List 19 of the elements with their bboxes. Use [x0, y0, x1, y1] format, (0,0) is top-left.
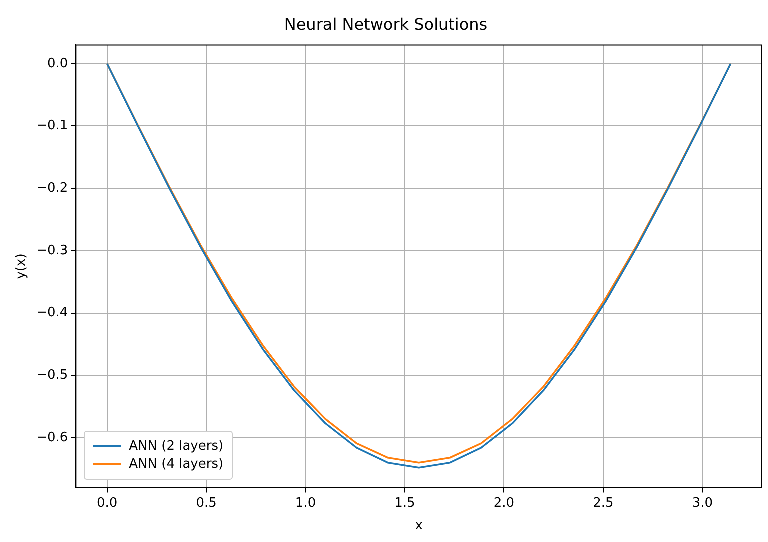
y-tick-label: −0.5	[36, 368, 68, 383]
x-tick-label: 1.5	[394, 496, 416, 511]
y-tick-label: −0.2	[36, 180, 68, 196]
chart-title: Neural Network Solutions	[284, 14, 488, 34]
legend-label: ANN (2 layers)	[129, 438, 224, 454]
x-axis-title: x	[415, 518, 424, 534]
y-tick-label: −0.1	[36, 118, 68, 134]
y-tick-label: −0.3	[36, 243, 68, 258]
x-tick-label: 2.0	[494, 496, 515, 511]
x-tick-label: 1.0	[295, 496, 316, 511]
y-tick-label: −0.6	[36, 430, 68, 446]
legend-label: ANN (4 layers)	[129, 456, 224, 472]
y-tick-label: 0.0	[47, 56, 68, 72]
x-tick-label: 3.0	[692, 496, 714, 511]
x-tick-label: 0.5	[196, 496, 217, 511]
y-tick-label: −0.4	[36, 306, 68, 321]
x-tick-label: 2.5	[593, 496, 614, 511]
y-axis-title: y(x)	[14, 254, 30, 280]
x-tick-label: 0.0	[96, 496, 118, 511]
